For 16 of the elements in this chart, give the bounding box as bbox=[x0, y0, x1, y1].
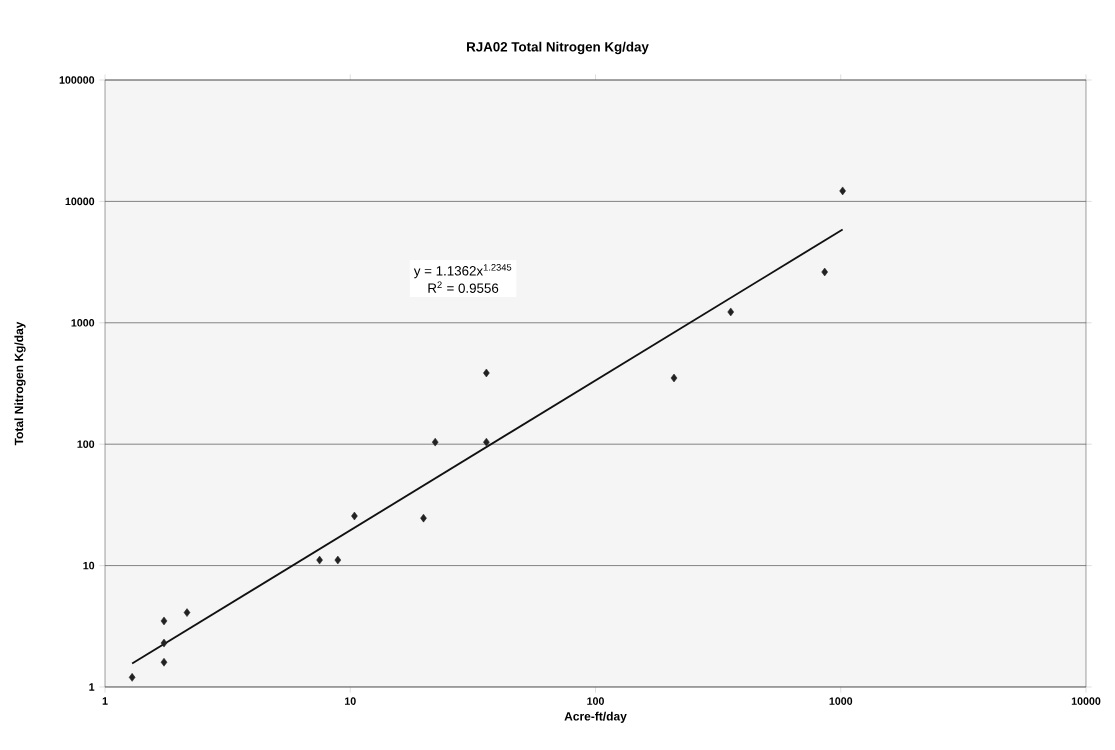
y-tick-label: 100000 bbox=[59, 76, 95, 84]
y-tick-label: 100 bbox=[77, 440, 95, 448]
x-tick-label: 100 bbox=[587, 697, 604, 705]
y-tick-label: 1000 bbox=[71, 319, 95, 327]
y-axis-title: Total Nitrogen Kg/day bbox=[14, 321, 26, 446]
x-tick-label: 10 bbox=[344, 697, 356, 705]
annotation: R$^{2}$ = 0.9556 bbox=[428, 281, 499, 293]
y-tick-label: 10000 bbox=[65, 197, 95, 206]
x-tick-label: 1 bbox=[102, 697, 108, 705]
y-tick-label: 10 bbox=[83, 561, 95, 570]
x-tick-label: 1000 bbox=[829, 697, 853, 705]
x-tick-label: 10000 bbox=[1071, 697, 1101, 705]
x-axis-title: Acre-ft/day bbox=[564, 711, 627, 723]
chart-title: RJA02 Total Nitrogen Kg/day bbox=[467, 41, 649, 55]
y-tick-label: 1 bbox=[89, 683, 95, 691]
annotation: y = 1.1362x$^{1.2345}$ bbox=[413, 264, 512, 279]
